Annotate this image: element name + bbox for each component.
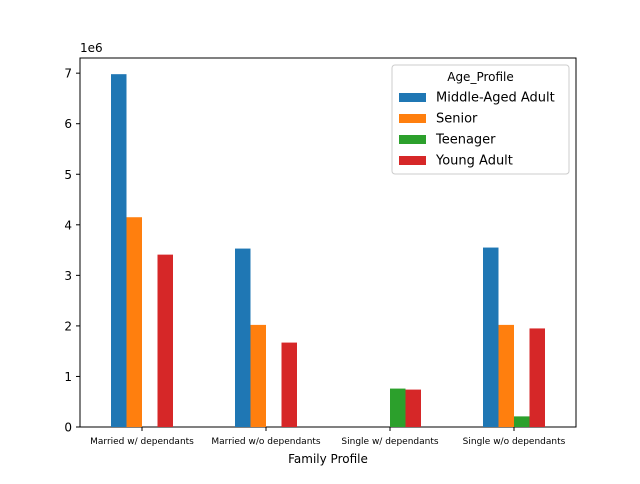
x-tick-label: Married w/ dependants: [90, 437, 194, 447]
y-tick-label: 1: [64, 370, 72, 384]
legend-entry-label: Senior: [436, 112, 478, 127]
bar-young-adult-1: [281, 342, 297, 427]
x-tick-label: Married w/o dependants: [211, 437, 321, 447]
legend-title: Age_Profile: [447, 70, 514, 84]
legend-swatch: [399, 156, 426, 165]
y-tick-label: 2: [64, 319, 72, 333]
bar-middle-aged-adult-3: [483, 247, 499, 427]
bar-young-adult-0: [157, 254, 173, 427]
legend-entry-label: Young Adult: [435, 154, 513, 169]
x-tick-label: Single w/o dependants: [463, 437, 566, 447]
legend-entry-label: Teenager: [435, 133, 496, 148]
x-axis-ticks: Married w/ dependants Married w/o dependa…: [90, 427, 566, 447]
y-tick-label: 6: [64, 117, 72, 131]
legend-entry-label: Middle-Aged Adult: [436, 91, 555, 106]
y-axis-ticks: 0 1 2 3 4 5 6 7: [64, 67, 80, 435]
bar-senior-3: [498, 324, 514, 427]
legend-swatch: [399, 135, 426, 144]
bars-group: [111, 74, 545, 427]
x-axis-label: Family Profile: [288, 452, 368, 466]
bar-senior-1: [250, 324, 266, 427]
legend-box: [391, 64, 570, 175]
axes-box: [79, 57, 577, 428]
bar-young-adult-3: [529, 328, 545, 427]
y-tick-label: 5: [64, 168, 72, 182]
plot-frame: [79, 57, 577, 428]
y-scale-label: 1e6: [80, 41, 103, 55]
x-tick-label: Single w/ dependants: [341, 437, 438, 447]
bar-middle-aged-adult-1: [235, 248, 251, 427]
y-tick-label: 3: [64, 269, 72, 283]
bar-young-adult-2: [405, 389, 421, 427]
y-tick-label: 0: [64, 421, 72, 435]
bar-teenager-2: [390, 388, 406, 427]
y-tick-label: 7: [64, 67, 72, 81]
bar-middle-aged-adult-0: [111, 74, 127, 427]
legend: Age_Profile Middle-Aged Adult Senior Teena…: [391, 64, 570, 175]
legend-swatch: [399, 114, 426, 123]
legend-swatch: [399, 93, 426, 102]
bar-senior-0: [126, 217, 142, 427]
y-tick-label: 4: [64, 218, 72, 232]
bar-teenager-3: [514, 416, 530, 427]
